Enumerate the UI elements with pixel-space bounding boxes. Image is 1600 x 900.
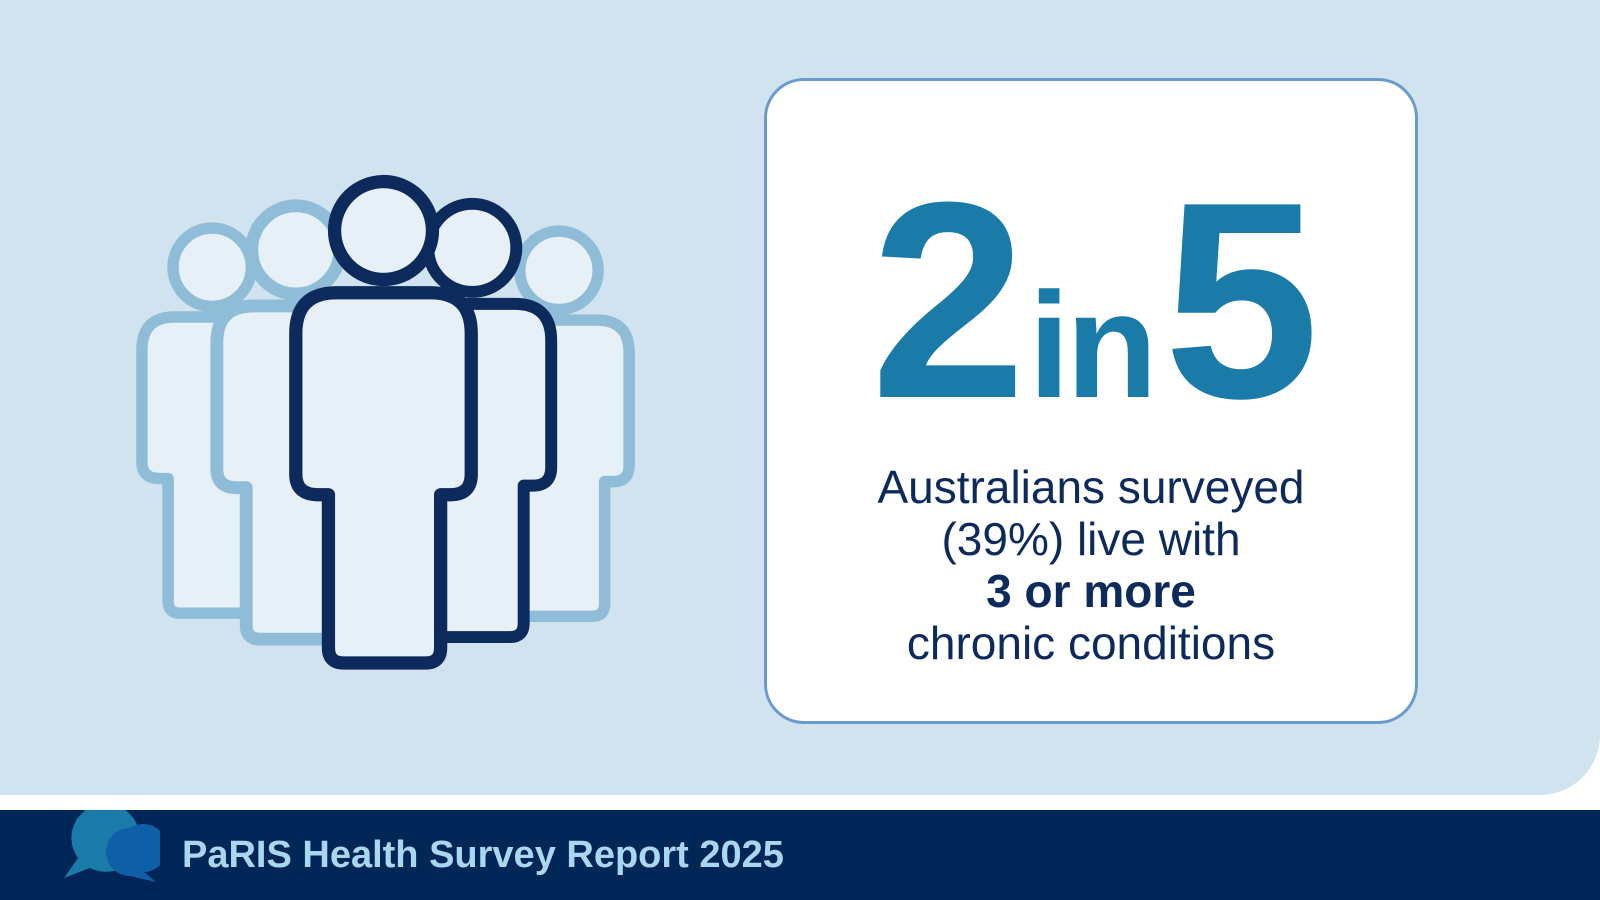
footer-title: PaRIS Health Survey Report 2025 — [182, 834, 784, 876]
footer: PaRIS Health Survey Report 2025 — [0, 810, 1600, 900]
stat: 2 in 5 — [767, 145, 1415, 457]
speech-bubbles-icon — [64, 810, 160, 882]
stat-numerator: 2 — [870, 145, 1027, 457]
description-line: (39%) live with — [941, 513, 1241, 565]
stat-connector: in — [1028, 261, 1157, 429]
description: Australians surveyed (39%) live with 3 o… — [767, 461, 1415, 669]
description-emphasis: 3 or more — [986, 565, 1196, 617]
stat-card: 2 in 5 Australians surveyed (39%) live w… — [764, 78, 1418, 724]
description-line: Australians surveyed — [877, 461, 1305, 513]
description-line: chronic conditions — [906, 617, 1276, 669]
stat-denominator: 5 — [1163, 145, 1320, 457]
people-icon — [0, 0, 680, 790]
